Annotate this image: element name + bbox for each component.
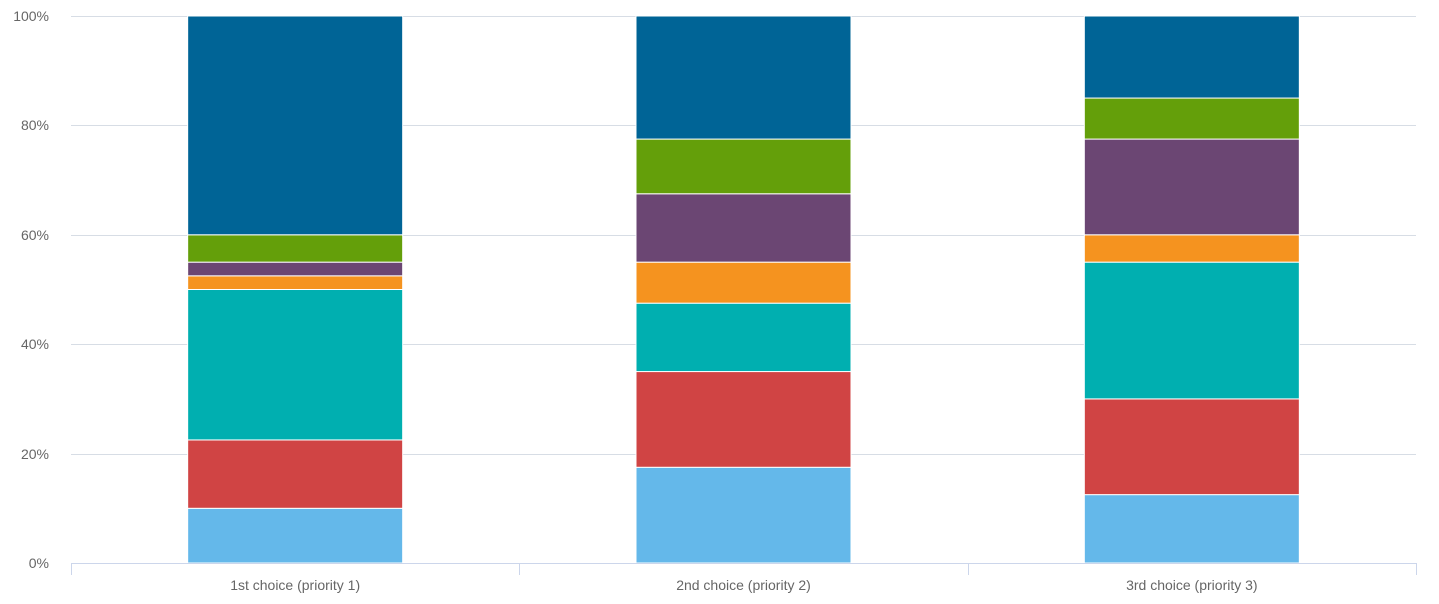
y-tick-label: 20% [21,446,49,462]
bar-segment[interactable] [635,466,852,564]
bar-segment[interactable] [1083,97,1300,140]
bar-segment[interactable] [187,261,404,277]
y-tick-label: 0% [29,555,49,571]
x-category-label: 3rd choice (priority 3) [1126,577,1258,593]
bar-segment[interactable] [187,439,404,509]
bar-segment[interactable] [187,275,404,291]
y-tick-label: 80% [21,117,49,133]
bar-segment[interactable] [187,234,404,263]
bar-segment[interactable] [187,289,404,441]
bar-segment[interactable] [635,371,852,468]
bar-segment[interactable] [1083,494,1300,564]
bar-segment[interactable] [1083,398,1300,496]
bar-segment[interactable] [635,193,852,263]
bar-segment[interactable] [1083,234,1300,263]
bar-segment[interactable] [187,507,404,564]
axes: 0% 20% 40% 60% 80% 100% 1st choice (priority 1… [13,8,1417,593]
x-category-label: 1st choice (priority 1) [230,577,360,593]
y-tick-label: 100% [13,8,49,24]
bars [187,15,1300,564]
bar-segment[interactable] [187,15,404,236]
y-tick-label: 60% [21,227,49,243]
bar-segment[interactable] [635,15,852,140]
bar-segment[interactable] [1083,261,1300,400]
bar-segment[interactable] [1083,15,1300,99]
y-tick-label: 40% [21,336,49,352]
bar-segment[interactable] [635,261,852,304]
bar-segment[interactable] [635,138,852,195]
bar-segment[interactable] [635,302,852,373]
bar-segment[interactable] [1083,138,1300,236]
x-category-label: 2nd choice (priority 2) [676,577,811,593]
